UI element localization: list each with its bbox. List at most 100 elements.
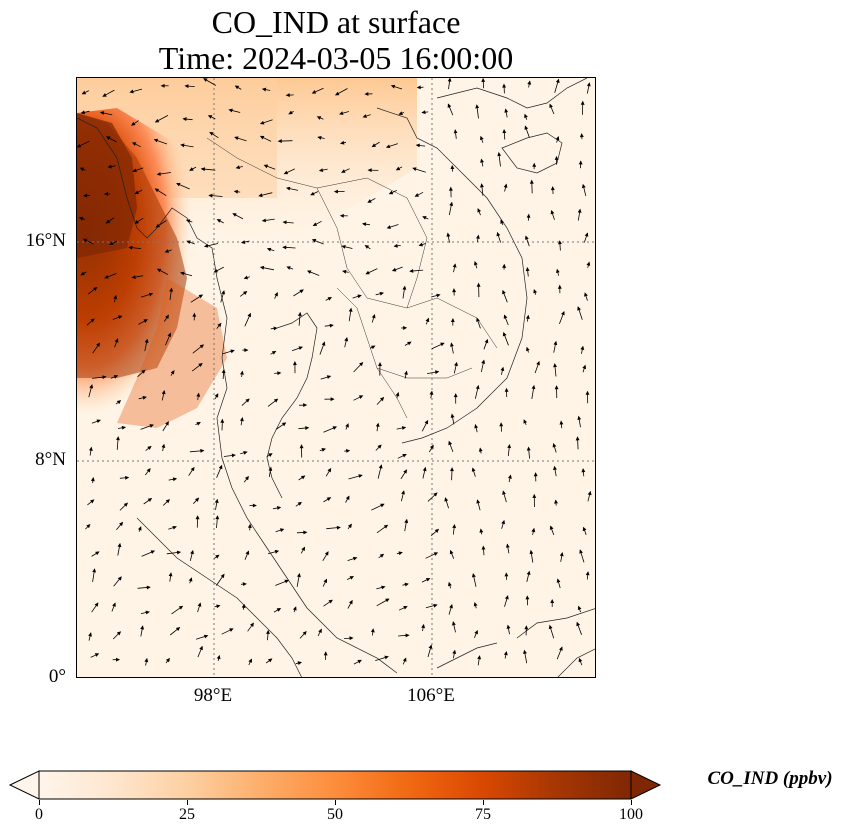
wind-arrow-head xyxy=(318,168,324,172)
colorbar-tickmark xyxy=(39,800,40,805)
wind-arrow-head xyxy=(379,291,385,296)
wind-arrow-head xyxy=(388,190,394,195)
wind-arrow-head xyxy=(526,346,530,352)
wind-arrow-head xyxy=(244,348,249,353)
wind-arrow-head xyxy=(218,464,223,470)
wind-arrow-head xyxy=(496,231,501,237)
colorbar-tickmark xyxy=(483,800,484,805)
wind-arrow-head xyxy=(587,490,592,496)
wind-arrow-head xyxy=(500,366,505,372)
wind-arrow-head xyxy=(450,164,455,170)
wind-arrow-head xyxy=(216,219,222,223)
wind-arrow-head xyxy=(94,602,99,607)
wind-arrow-head xyxy=(273,398,279,403)
wind-arrow-head xyxy=(414,193,420,197)
wind-arrow-head xyxy=(153,138,159,143)
wind-arrow-head xyxy=(452,263,457,268)
wind-arrow-head xyxy=(244,475,249,481)
wind-arrow-head xyxy=(82,238,88,243)
wind-arrow-head xyxy=(479,528,484,533)
wind-arrow-head xyxy=(425,317,430,323)
wind-arrow-head xyxy=(234,136,239,141)
wind-arrow-head xyxy=(393,243,398,248)
wind-arrow-head xyxy=(364,92,369,96)
wind-arrow-head xyxy=(107,164,112,169)
wind-arrow-head xyxy=(281,422,287,427)
wind-arrow-head xyxy=(345,423,349,428)
wind-arrow-head xyxy=(175,627,181,632)
wind-arrow-head xyxy=(502,128,507,134)
wind-arrow-head xyxy=(178,605,184,610)
wind-arrow-head xyxy=(277,139,282,144)
wind-arrow-head xyxy=(316,116,322,120)
wind-arrow-head xyxy=(209,131,214,136)
wind-arrow-head xyxy=(292,360,297,366)
wind-arrow-head xyxy=(176,550,182,555)
wind-arrow-head xyxy=(526,213,531,218)
wind-arrow-head xyxy=(550,209,555,215)
wind-arrow-head xyxy=(342,269,347,274)
wind-arrow-head xyxy=(529,179,534,184)
wind-arrow-head xyxy=(371,314,376,319)
wind-arrow-head xyxy=(526,446,531,451)
wind-arrow-head xyxy=(248,658,252,663)
wind-arrow-head xyxy=(216,654,221,660)
wind-arrow-head xyxy=(176,182,181,187)
wind-arrow-head xyxy=(444,497,449,502)
wind-arrow-head xyxy=(250,622,254,628)
wind-arrow-head xyxy=(578,657,583,663)
colorbar-extend-max xyxy=(630,770,662,800)
wind-arrow-head xyxy=(296,572,301,578)
wind-arrow-head xyxy=(532,493,537,498)
wind-arrow-head xyxy=(549,525,554,530)
wind-arrow-head xyxy=(328,599,333,604)
wind-arrow-head xyxy=(117,576,122,581)
wind-arrow-head xyxy=(367,199,372,203)
wind-arrow-head xyxy=(268,453,273,457)
wind-arrow-head xyxy=(170,370,175,375)
wind-arrow-head xyxy=(305,426,310,430)
wind-arrow-head xyxy=(247,312,251,318)
wind-arrow-head xyxy=(449,604,453,609)
wind-arrow-head xyxy=(585,571,590,576)
wind-arrow-head xyxy=(330,397,335,402)
wind-arrow-head xyxy=(525,235,529,240)
wind-arrow-head xyxy=(99,111,105,115)
wind-arrow-head xyxy=(199,344,205,349)
wind-arrow-head xyxy=(203,78,208,82)
wind-vectors xyxy=(77,78,592,666)
wind-arrow-head xyxy=(140,625,145,630)
wind-arrow-head xyxy=(357,659,362,664)
wind-arrow-head xyxy=(448,186,453,191)
wind-arrow-head xyxy=(150,550,156,554)
wind-arrow-head xyxy=(448,440,453,446)
wind-arrow-head xyxy=(575,436,580,441)
wind-arrow-head xyxy=(165,421,169,426)
wind-arrow-head xyxy=(577,208,582,213)
wind-arrow-head xyxy=(189,167,194,171)
wind-arrow-head xyxy=(279,528,285,533)
coastlines xyxy=(77,78,595,677)
wind-arrow-head xyxy=(362,114,367,118)
wind-arrow-head xyxy=(556,578,561,583)
lon-label-98e: 98°E xyxy=(193,685,233,706)
wind-arrow-head xyxy=(375,422,380,427)
wind-arrow-head xyxy=(119,521,124,527)
wind-arrow-head xyxy=(310,191,315,196)
wind-arrow-head xyxy=(125,475,130,480)
wind-arrow-head xyxy=(474,261,478,266)
wind-arrow-head xyxy=(116,657,121,662)
wind-arrow-head xyxy=(132,168,137,173)
lat-label-8n: 8°N xyxy=(35,449,66,470)
map-canvas xyxy=(77,78,595,677)
wind-arrow-head xyxy=(422,466,427,472)
wind-arrow-head xyxy=(446,232,451,237)
wind-arrow-head xyxy=(357,294,362,299)
wind-arrow-head xyxy=(480,158,485,163)
wind-arrow-head xyxy=(89,446,93,452)
wind-arrow-head xyxy=(555,136,560,141)
wind-arrow-head xyxy=(78,216,84,221)
wind-arrow-head xyxy=(581,468,586,473)
wind-arrow-head xyxy=(117,542,122,548)
wind-arrow-head xyxy=(285,93,290,98)
